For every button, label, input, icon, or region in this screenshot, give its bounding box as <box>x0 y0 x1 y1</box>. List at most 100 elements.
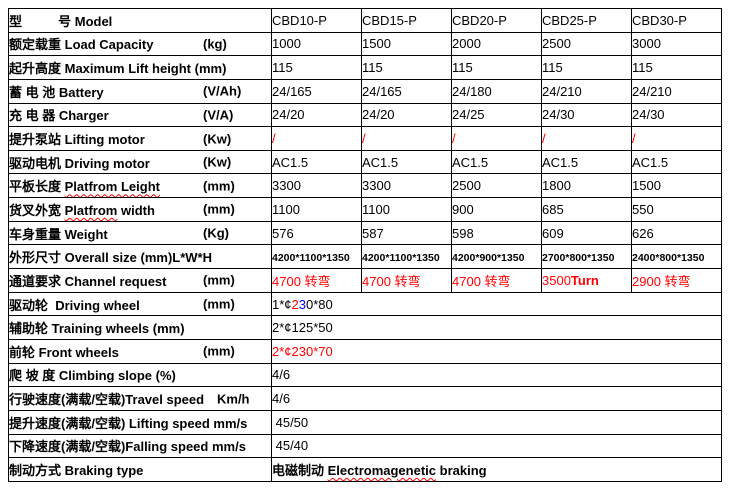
text-segment: 0*80 <box>306 296 333 312</box>
label-zh: 外形尺寸 <box>9 250 65 266</box>
label-driving-wheel: 驱动轮 Driving wheel (mm) <box>8 291 272 317</box>
load-capacity-value-CBD10-P: 1000 <box>271 31 362 57</box>
driving-wheel-value-merged: 1*¢230*80 <box>271 291 722 317</box>
text-segment: 3300 <box>272 178 301 194</box>
text-segment: Training wheels (mm) <box>51 321 185 337</box>
overall-size-value-CBD25-P: 2700*800*1350 <box>541 244 632 270</box>
platform-length-value-CBD15-P: 3300 <box>361 173 452 199</box>
platform-length-value-CBD20-P: 2500 <box>451 173 542 199</box>
text-segment: Platfrom Leight <box>64 179 160 195</box>
max-lift-height-value-CBD20-P: 115 <box>451 55 542 80</box>
driving-motor-value-CBD20-P: AC1.5 <box>451 149 542 175</box>
label-zh: 行驶速度(满载/空载) <box>9 392 126 408</box>
model-header-cbd25p: CBD25-P <box>541 8 632 33</box>
lifting-speed-value-merged: 45/50 <box>271 409 722 435</box>
label-unit: (Kw) <box>203 154 232 170</box>
label-training-wheels: 辅助轮 Training wheels (mm) <box>8 315 272 340</box>
text-segment: 4700 转弯 <box>452 273 511 289</box>
travel-speed-value-merged: 4/6 <box>271 386 722 411</box>
row-weight: 车身重量 Weight (Kg) 576 587 598 609 626 <box>8 220 722 246</box>
text-segment: 24/20 <box>272 107 305 123</box>
text-segment: 24/30 <box>632 107 665 123</box>
platform-width-value-CBD20-P: 900 <box>451 197 542 222</box>
label-zh: 提升速度(满载/空载) <box>9 415 129 431</box>
text-segment: 576 <box>272 225 294 241</box>
overall-size-value-CBD20-P: 4200*900*1350 <box>451 244 542 270</box>
max-lift-height-value-CBD30-P: 115 <box>631 55 722 80</box>
text-segment: Lifting speed mm/s <box>128 415 248 431</box>
weight-value-CBD30-P: 626 <box>631 220 722 246</box>
label-climbing-slope: 爬 坡 度 Climbing slope (%) <box>8 362 272 388</box>
label-platform-length: 平板长度 Platfrom Leight (mm) <box>8 173 272 199</box>
label-braking-type: 制动方式 Braking type <box>8 457 272 482</box>
text-segment: Channel request <box>64 273 167 289</box>
row-braking-type: 制动方式 Braking type 电磁制动 Electromagenetic b… <box>8 457 722 482</box>
text-segment: braking <box>439 462 487 478</box>
text-segment: Driving motor <box>64 155 150 171</box>
text-segment: AC1.5 <box>542 154 579 170</box>
row-load-capacity: 额定载重 Load Capacity (kg) 1000 1500 2000 2500 30… <box>8 31 722 57</box>
channel-request-value-CBD30-P: 2900 转弯 <box>631 268 722 293</box>
text-segment: 115 <box>362 60 383 76</box>
driving-motor-value-CBD10-P: AC1.5 <box>271 149 362 175</box>
front-wheels-value-merged: 2*¢230*70 <box>271 338 722 364</box>
text-segment: 3500 <box>542 272 571 288</box>
falling-speed-value-merged: 45/40 <box>271 433 722 459</box>
text-segment: 24/25 <box>452 107 485 123</box>
row-platform-length: 平板长度 Platfrom Leight (mm) 3300 3300 2500 1800… <box>8 173 722 199</box>
load-capacity-value-CBD30-P: 3000 <box>631 31 722 57</box>
label-unit: (Kg) <box>203 225 229 241</box>
text-segment: 4200*900*1350 <box>452 252 525 265</box>
driving-motor-value-CBD15-P: AC1.5 <box>361 149 452 175</box>
model-header-cbd30p: CBD30-P <box>631 8 722 33</box>
text-segment: AC1.5 <box>452 154 489 170</box>
label-unit: (mm) <box>203 343 235 359</box>
platform-width-value-CBD10-P: 1100 <box>271 197 362 222</box>
label-unit: (mm) <box>203 178 235 194</box>
label-front-wheels: 前轮 Front wheels (mm) <box>8 338 272 364</box>
text-segment: Climbing slope (%) <box>58 368 176 384</box>
charger-value-CBD20-P: 24/25 <box>451 102 542 128</box>
text-segment: AC1.5 <box>362 154 399 170</box>
text-segment: 24/20 <box>362 107 395 123</box>
text-segment: 598 <box>452 225 474 241</box>
text-segment: 2*¢125*50 <box>272 320 333 336</box>
text-segment: Lifting motor <box>64 132 145 148</box>
climbing-slope-value-merged: 4/6 <box>271 362 722 388</box>
lifting-motor-value-CBD15-P: / <box>361 126 452 151</box>
text-segment: Turn <box>570 272 599 288</box>
text-segment: 1500 <box>362 36 391 52</box>
text-segment: Load Capacity <box>64 37 154 53</box>
text-segment: 587 <box>362 225 384 241</box>
battery-value-CBD20-P: 24/180 <box>451 78 542 104</box>
text-segment: 1100 <box>272 201 300 217</box>
text-segment: / <box>632 131 636 147</box>
max-lift-height-value-CBD10-P: 115 <box>271 55 362 80</box>
text-segment: 4700 转弯 <box>362 273 421 289</box>
platform-length-value-CBD10-P: 3300 <box>271 173 362 199</box>
text-segment: 609 <box>542 225 564 241</box>
label-zh: 货叉外宽 <box>9 202 65 218</box>
text-segment: 2900 转弯 <box>632 273 691 289</box>
channel-request-value-CBD15-P: 4700 转弯 <box>361 268 452 293</box>
row-max-lift-height: 起升高度 Maximum Lift height (mm) 115 115 115 11… <box>8 55 722 80</box>
lifting-motor-value-CBD30-P: / <box>631 126 722 151</box>
row-driving-motor: 驱动电机 Driving motor (Kw) AC1.5 AC1.5 AC1.5 AC1… <box>8 149 722 175</box>
label-driving-motor: 驱动电机 Driving motor (Kw) <box>8 149 272 175</box>
channel-request-value-CBD25-P: 3500Turn <box>541 268 632 293</box>
label-unit: (Kw) <box>203 131 232 147</box>
text-segment: Battery <box>58 84 104 100</box>
label-model: 型 号 Model <box>8 8 272 33</box>
driving-motor-value-CBD30-P: AC1.5 <box>631 149 722 175</box>
text-segment: 电磁制动 <box>272 462 328 478</box>
text-segment: 24/30 <box>542 107 575 123</box>
model-header-cbd20p: CBD20-P <box>451 8 542 33</box>
text-segment: 115 <box>452 60 473 76</box>
text-segment: 24/165 <box>272 83 312 99</box>
label-unit: (mm) <box>203 296 235 312</box>
text-segment: 24/210 <box>542 83 582 99</box>
max-lift-height-value-CBD15-P: 115 <box>361 55 452 80</box>
row-front-wheels: 前轮 Front wheels (mm) 2*¢230*70 <box>8 338 722 364</box>
text-segment: 685 <box>542 201 564 217</box>
